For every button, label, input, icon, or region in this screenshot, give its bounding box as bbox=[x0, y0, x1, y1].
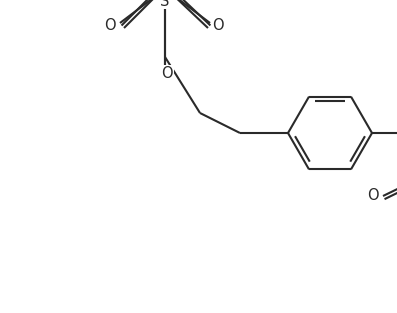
Text: S: S bbox=[160, 0, 170, 8]
Text: O: O bbox=[367, 187, 379, 203]
Text: O: O bbox=[161, 65, 173, 80]
Text: O: O bbox=[104, 18, 116, 33]
Text: O: O bbox=[104, 18, 116, 33]
Text: O: O bbox=[212, 18, 224, 33]
Text: O: O bbox=[212, 18, 224, 33]
